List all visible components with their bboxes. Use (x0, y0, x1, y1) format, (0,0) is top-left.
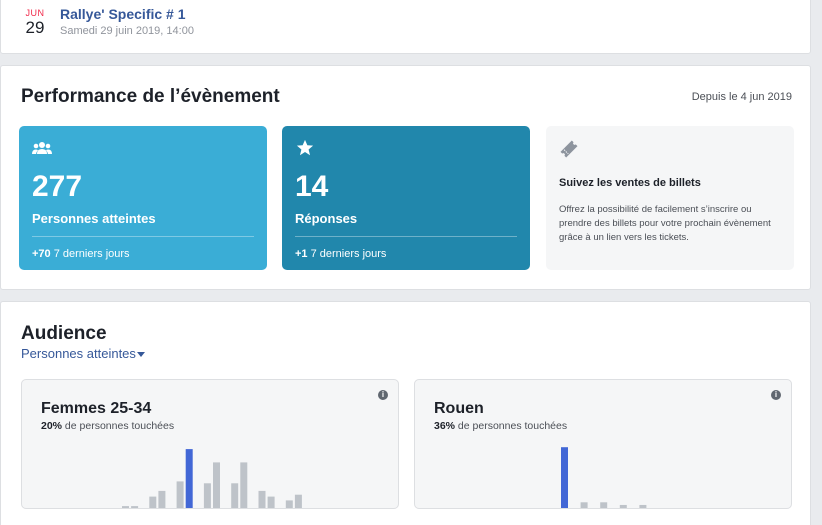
divider (295, 236, 517, 237)
chart-bar (294, 494, 302, 508)
star-icon (296, 139, 314, 156)
event-header-card: JUN 29 Rallye' Specific # 1 Samedi 29 ju… (0, 0, 811, 54)
performance-card: Performance de l’évènement Depuis le 4 j… (0, 65, 811, 290)
chart-bar (131, 506, 139, 508)
chart-bar (561, 447, 568, 508)
stat-replies-value: 14 (295, 170, 329, 203)
chart-bar (600, 502, 608, 508)
chart-bar (580, 502, 588, 508)
stat-reach-delta: +70 7 derniers jours (32, 248, 130, 260)
chart-bar (258, 490, 266, 508)
stat-reach-label: Personnes atteintes (32, 211, 156, 226)
panel-title: Femmes 25-34 (41, 400, 152, 417)
chart-bar (240, 462, 248, 508)
info-icon[interactable]: i (771, 390, 781, 400)
chart-bar (285, 500, 293, 508)
caret-down-icon (136, 352, 145, 358)
ticket-promo-description: Offrez la possibilité de facilement s’in… (559, 204, 771, 243)
stat-people-reached[interactable]: 277 Personnes atteintes +70 7 derniers j… (19, 126, 267, 270)
performance-since: Depuis le 4 jun 2019 (691, 91, 792, 103)
panel-subtitle: 20% de personnes touchées (41, 420, 175, 432)
ticket-icon (560, 140, 578, 158)
chart-bar (231, 483, 239, 508)
chart-bar (203, 483, 211, 508)
age-distribution-chart (122, 449, 302, 508)
event-title-link[interactable]: Rallye' Specific # 1 (60, 6, 186, 22)
stat-reach-value: 277 (32, 170, 83, 203)
audience-metric-label: Personnes atteintes (21, 346, 136, 361)
stat-replies-label: Réponses (295, 211, 358, 226)
panel-title: Rouen (434, 400, 484, 417)
chart-bar (639, 504, 647, 508)
info-icon[interactable]: i (378, 390, 388, 400)
event-date-month: JUN (25, 8, 45, 18)
chart-bar (176, 481, 184, 508)
chart-bar (149, 496, 157, 508)
event-date: JUN 29 (24, 8, 46, 37)
chart-bar (213, 462, 220, 508)
chart-bar (267, 496, 275, 508)
chart-bar (185, 449, 193, 508)
ticket-sales-promo[interactable]: Suivez les ventes de billets Offrez la p… (546, 126, 794, 270)
stat-replies-delta: +1 7 derniers jours (295, 248, 387, 260)
ticket-promo-title: Suivez les ventes de billets (559, 177, 701, 189)
event-date-day: 29 (25, 18, 45, 37)
people-icon (32, 142, 52, 154)
stat-responses[interactable]: 14 Réponses +1 7 derniers jours (282, 126, 530, 270)
chart-bar (122, 506, 129, 508)
audience-metric-dropdown[interactable]: Personnes atteintes (21, 346, 145, 361)
event-datetime: Samedi 29 juin 2019, 14:00 (60, 25, 194, 37)
audience-title: Audience (21, 323, 107, 344)
audience-card: Audience Personnes atteintes Femmes 25-3… (0, 301, 811, 525)
panel-subtitle: 36% de personnes touchées (434, 420, 568, 432)
audience-panel-age-gender: Femmes 25-34 20% de personnes touchées i (21, 379, 399, 509)
chart-bar (619, 504, 627, 508)
performance-title: Performance de l’évènement (21, 86, 280, 107)
city-distribution-chart (561, 447, 647, 508)
chart-bar (158, 490, 166, 508)
audience-panel-city: Rouen 36% de personnes touchées i (414, 379, 792, 509)
divider (32, 236, 254, 237)
